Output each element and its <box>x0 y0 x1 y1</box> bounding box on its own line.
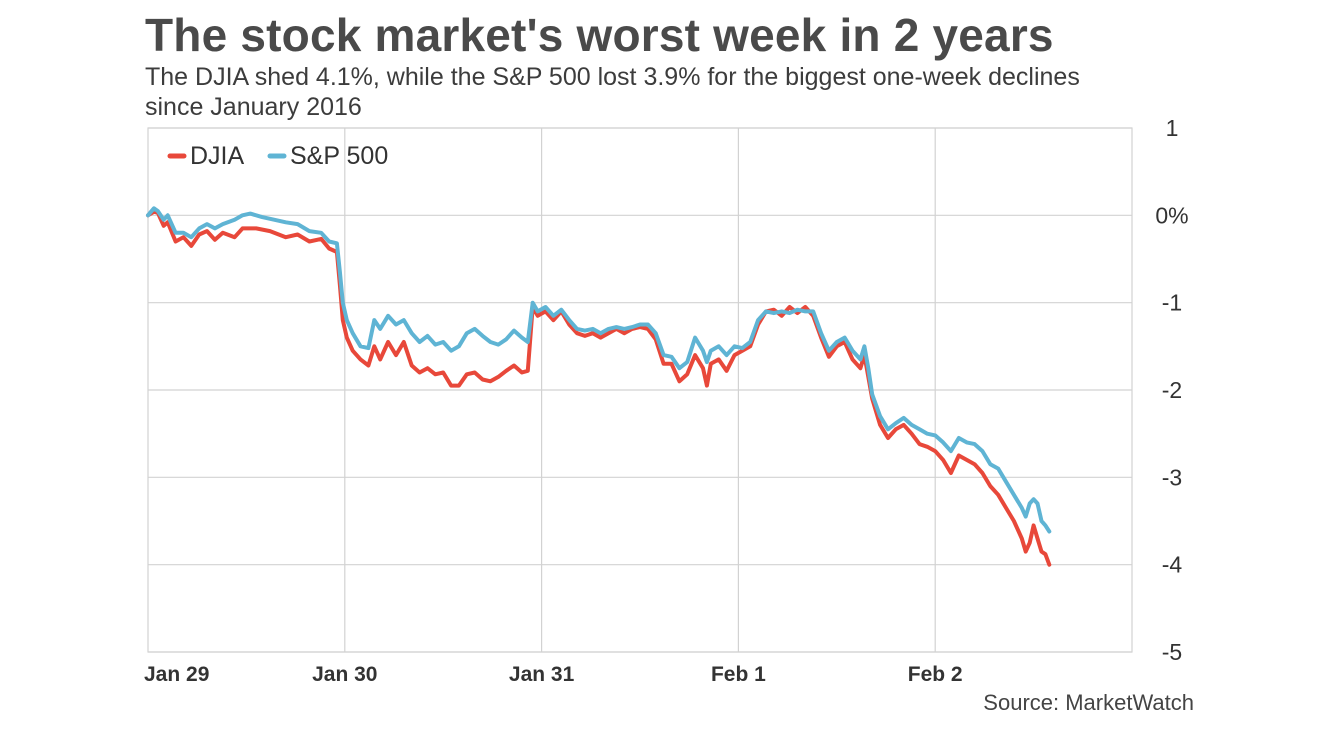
x-tick-label: Jan 29 <box>144 663 209 686</box>
y-tick-label: -3 <box>1162 464 1182 490</box>
y-tick-label: -2 <box>1162 377 1182 403</box>
y-axis: 1 0% -1 -2 -3 -4 -5 <box>1155 115 1188 665</box>
chart-subtitle: The DJIA shed 4.1%, while the S&P 500 lo… <box>145 63 1080 121</box>
y-tick-label: 1 <box>1166 115 1179 141</box>
chart-title: The stock market's worst week in 2 years <box>145 9 1054 61</box>
chart-grid <box>147 127 1133 653</box>
x-axis: Jan 29 Jan 30 Jan 31 Feb 1 Feb 2 <box>144 663 963 686</box>
y-tick-label: -1 <box>1162 290 1182 316</box>
x-tick-label: Jan 31 <box>509 663 575 686</box>
legend-label-djia: DJIA <box>190 142 245 170</box>
y-tick-label: -4 <box>1162 552 1183 578</box>
x-tick-label: Feb 1 <box>711 663 766 686</box>
series-lines <box>146 206 1052 567</box>
series-line-sp500 <box>146 206 1052 534</box>
y-tick-label: -5 <box>1162 639 1182 665</box>
x-tick-label: Jan 30 <box>312 663 377 686</box>
y-tick-label: 0% <box>1155 202 1188 228</box>
source-note: Source: MarketWatch <box>983 690 1194 715</box>
legend-label-sp500: S&P 500 <box>290 142 388 170</box>
x-tick-label: Feb 2 <box>908 663 963 686</box>
legend: DJIA S&P 500 <box>167 142 388 170</box>
series-line-djia <box>146 209 1052 567</box>
